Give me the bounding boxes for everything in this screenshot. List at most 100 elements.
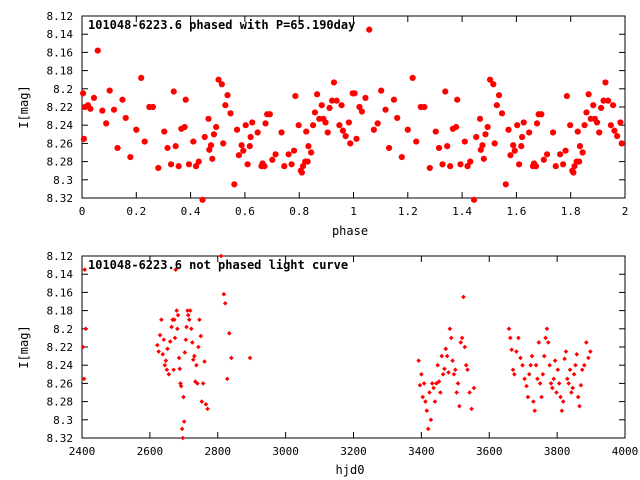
- data-point: [428, 417, 434, 423]
- data-point: [195, 381, 200, 386]
- data-point: [454, 390, 459, 395]
- data-point: [179, 426, 185, 432]
- y-tick-label: 8.32: [47, 432, 74, 445]
- data-point: [172, 317, 177, 322]
- data-point: [556, 381, 562, 386]
- data-point: [459, 335, 465, 341]
- data-point: [178, 383, 184, 389]
- data-point: [167, 339, 173, 344]
- data-point: [586, 355, 591, 361]
- data-point: [426, 164, 433, 172]
- data-point: [576, 158, 583, 165]
- x-tick-label: 0.2: [126, 205, 146, 218]
- data-point: [173, 267, 178, 272]
- data-point: [417, 382, 423, 388]
- data-point: [281, 163, 288, 170]
- data-point: [233, 126, 241, 133]
- data-point: [532, 408, 538, 413]
- data-point: [163, 358, 169, 363]
- data-point: [224, 92, 231, 99]
- data-point: [531, 399, 536, 404]
- data-point: [482, 131, 489, 138]
- data-point: [177, 366, 183, 372]
- data-point: [573, 362, 578, 368]
- data-point: [593, 119, 601, 126]
- y-tick-label: 8.12: [47, 250, 74, 263]
- data-point: [442, 88, 449, 95]
- data-point: [438, 390, 443, 395]
- data-point: [473, 133, 480, 141]
- data-point: [178, 381, 183, 386]
- y-tick-label: 8.24: [47, 119, 74, 132]
- data-point: [175, 312, 181, 318]
- data-point: [169, 324, 174, 330]
- phased-light-curve-panel: 0 0.2 0.4 0.6 0.8 1 1.2 1.4 1.6 1.8 2 8.12 8.14 8.16 8…: [17, 10, 628, 238]
- data-point: [246, 143, 253, 150]
- x-tick-label: 0.6: [235, 205, 255, 218]
- data-point: [476, 115, 484, 122]
- data-point: [394, 114, 401, 122]
- data-point: [90, 94, 98, 101]
- x-tick-label: 1.2: [398, 205, 418, 218]
- data-point: [119, 96, 126, 103]
- data-point: [505, 126, 512, 133]
- data-point: [207, 142, 215, 149]
- data-point: [537, 381, 543, 386]
- data-point: [222, 102, 229, 109]
- data-point: [240, 147, 247, 154]
- data-point: [510, 142, 517, 149]
- data-point: [197, 317, 202, 322]
- data-point: [550, 385, 555, 391]
- data-point: [425, 426, 431, 432]
- data-point: [292, 92, 299, 100]
- y-tick-label: 8.28: [47, 396, 74, 409]
- data-point: [288, 161, 295, 168]
- data-point: [164, 367, 170, 373]
- data-point: [238, 142, 245, 149]
- data-point: [191, 357, 196, 363]
- data-point: [215, 76, 222, 83]
- data-point: [351, 90, 358, 97]
- x-axis-title: phase: [332, 224, 368, 238]
- data-point: [409, 74, 416, 81]
- data-point: [269, 156, 276, 163]
- data-point: [543, 151, 551, 158]
- data-point: [461, 138, 468, 145]
- data-point: [566, 381, 571, 386]
- data-point: [453, 367, 458, 373]
- data-point: [222, 301, 228, 306]
- data-point: [127, 153, 134, 161]
- data-point: [247, 133, 254, 141]
- data-point: [194, 362, 199, 368]
- data-point: [382, 106, 389, 113]
- data-point: [390, 96, 398, 103]
- data-point: [421, 381, 427, 386]
- data-point: [484, 123, 491, 131]
- data-point: [374, 120, 381, 127]
- x-tick-label: 1.6: [506, 205, 526, 218]
- data-points: [80, 253, 593, 441]
- data-point: [526, 372, 532, 377]
- x-tick-label: 1.8: [561, 205, 581, 218]
- data-point: [439, 353, 445, 359]
- data-point: [424, 408, 430, 413]
- x-tick-label: 3400: [408, 445, 435, 458]
- data-point: [563, 349, 569, 354]
- y-tick-label: 8.18: [47, 305, 74, 318]
- data-point: [535, 376, 540, 382]
- data-point: [229, 355, 234, 361]
- data-point: [166, 372, 172, 377]
- data-point: [585, 91, 592, 98]
- data-point: [175, 326, 180, 332]
- data-point: [549, 129, 557, 136]
- data-point: [558, 394, 563, 400]
- data-point: [609, 102, 617, 109]
- data-point: [543, 335, 548, 341]
- y-tick-label: 8.24: [47, 359, 74, 372]
- data-point: [172, 143, 179, 150]
- x-tick-label: 1.4: [452, 205, 472, 218]
- data-point: [541, 353, 547, 359]
- data-point: [423, 399, 428, 404]
- data-point: [160, 351, 166, 357]
- y-axis-title: I[mag]: [17, 325, 31, 368]
